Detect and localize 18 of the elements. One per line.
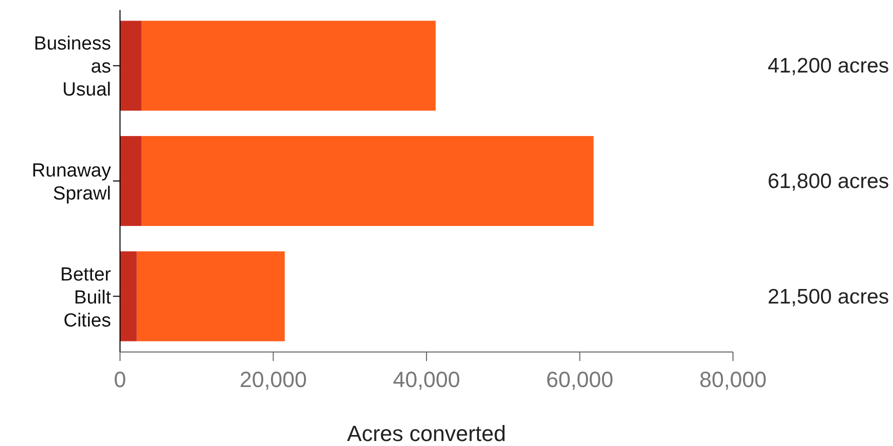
bar: [141, 136, 594, 226]
x-tick-label: 40,000: [392, 367, 460, 392]
text: 41,200 acres: [768, 54, 889, 78]
bar: [141, 20, 436, 111]
x-tick-label: 80,000: [699, 367, 767, 392]
bar: [120, 20, 142, 111]
bar: [120, 251, 137, 342]
x-tick-label: 60,000: [546, 367, 614, 392]
text: 21,500 acres: [768, 285, 889, 308]
x-tick-label: 0: [114, 367, 126, 392]
y-tick-label: Business as Usual: [34, 34, 111, 101]
x-tick-label: 20,000: [240, 367, 307, 392]
bar: [136, 251, 285, 342]
text: 61,800 acres: [768, 170, 889, 193]
x-axis-title: Acres converted: [347, 421, 506, 446]
y-tick-label: Better Built Cities: [60, 264, 112, 332]
y-tick-label: Runaway Sprawl: [32, 160, 112, 204]
bar: [120, 136, 142, 226]
